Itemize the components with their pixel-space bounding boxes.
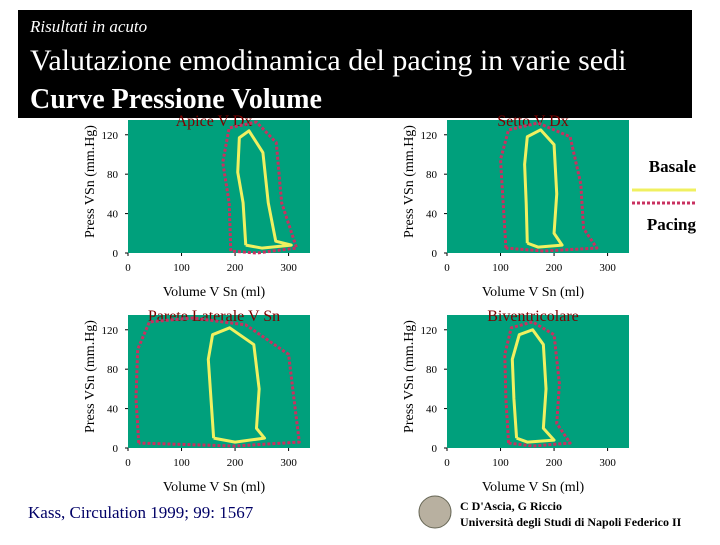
y-tick-label: 120 bbox=[102, 130, 119, 142]
x-tick-label: 200 bbox=[227, 457, 244, 469]
y-tick-label: 120 bbox=[102, 325, 119, 337]
y-tick-label: 40 bbox=[426, 404, 438, 416]
series-line bbox=[523, 128, 564, 249]
series-line bbox=[236, 129, 293, 250]
y-tick-label: 80 bbox=[426, 169, 438, 181]
x-tick-label: 300 bbox=[280, 262, 297, 274]
y-tick-label: 40 bbox=[107, 209, 119, 221]
x-tick-label: 300 bbox=[599, 457, 616, 469]
x-tick-label: 200 bbox=[546, 262, 563, 274]
legend-label: Pacing bbox=[647, 215, 697, 234]
y-tick-label: 0 bbox=[432, 248, 438, 260]
series-line bbox=[221, 120, 299, 255]
y-tick-label: 0 bbox=[113, 443, 119, 455]
reference: Kass, Circulation 1999; 99: 1567 bbox=[28, 503, 254, 522]
x-tick-label: 300 bbox=[599, 262, 616, 274]
series-line bbox=[206, 326, 266, 444]
chart-title: Setto V Dx bbox=[497, 113, 568, 130]
plot-area bbox=[128, 120, 310, 253]
legend: Basale Pacing bbox=[632, 157, 696, 234]
legend-label: Basale bbox=[649, 157, 697, 176]
x-axis-label: Volume V Sn (ml) bbox=[163, 285, 266, 300]
y-axis-label: Press VSn (mm.Hg) bbox=[402, 125, 417, 238]
y-tick-label: 120 bbox=[421, 325, 438, 337]
chart-title: Apice V Dx bbox=[176, 113, 253, 130]
series-line bbox=[510, 328, 556, 444]
y-tick-label: 0 bbox=[432, 443, 438, 455]
x-axis-label: Volume V Sn (ml) bbox=[163, 480, 266, 495]
title: Valutazione emodinamica del pacing in va… bbox=[30, 44, 626, 77]
x-tick-label: 300 bbox=[280, 457, 297, 469]
y-tick-label: 120 bbox=[421, 130, 438, 142]
x-axis-label: Volume V Sn (ml) bbox=[482, 285, 585, 300]
logo bbox=[418, 495, 452, 529]
x-tick-label: 0 bbox=[125, 457, 131, 469]
plot-area bbox=[447, 120, 629, 253]
subtitle: Risultati in acuto bbox=[29, 17, 147, 36]
y-tick-label: 40 bbox=[107, 404, 119, 416]
x-tick-label: 0 bbox=[125, 262, 131, 274]
plot-area bbox=[128, 315, 310, 448]
x-tick-label: 100 bbox=[492, 457, 509, 469]
y-tick-label: 80 bbox=[107, 364, 119, 376]
x-tick-label: 100 bbox=[173, 262, 190, 274]
x-tick-label: 100 bbox=[173, 457, 190, 469]
x-tick-label: 200 bbox=[227, 262, 244, 274]
y-tick-label: 40 bbox=[426, 209, 438, 221]
x-tick-label: 0 bbox=[444, 262, 450, 274]
chart-title: Parete Laterale V Sn bbox=[148, 308, 280, 325]
institution: Università degli Studi di Napoli Federic… bbox=[460, 515, 682, 529]
x-tick-label: 100 bbox=[492, 262, 509, 274]
y-tick-label: 80 bbox=[107, 169, 119, 181]
x-axis-label: Volume V Sn (ml) bbox=[482, 480, 585, 495]
title-2: Curve Pressione Volume bbox=[30, 84, 322, 115]
x-tick-label: 200 bbox=[546, 457, 563, 469]
series-line bbox=[134, 316, 301, 448]
y-tick-label: 80 bbox=[426, 364, 438, 376]
x-tick-label: 0 bbox=[444, 457, 450, 469]
y-axis-label: Press VSn (mm.Hg) bbox=[402, 320, 417, 433]
chart-title: Biventricolare bbox=[487, 308, 579, 325]
y-tick-label: 0 bbox=[113, 248, 119, 260]
authors: C D'Ascia, G Riccio bbox=[460, 499, 562, 513]
header-box bbox=[18, 10, 692, 118]
y-axis-label: Press VSn (mm.Hg) bbox=[83, 125, 98, 238]
y-axis-label: Press VSn (mm.Hg) bbox=[83, 320, 98, 433]
